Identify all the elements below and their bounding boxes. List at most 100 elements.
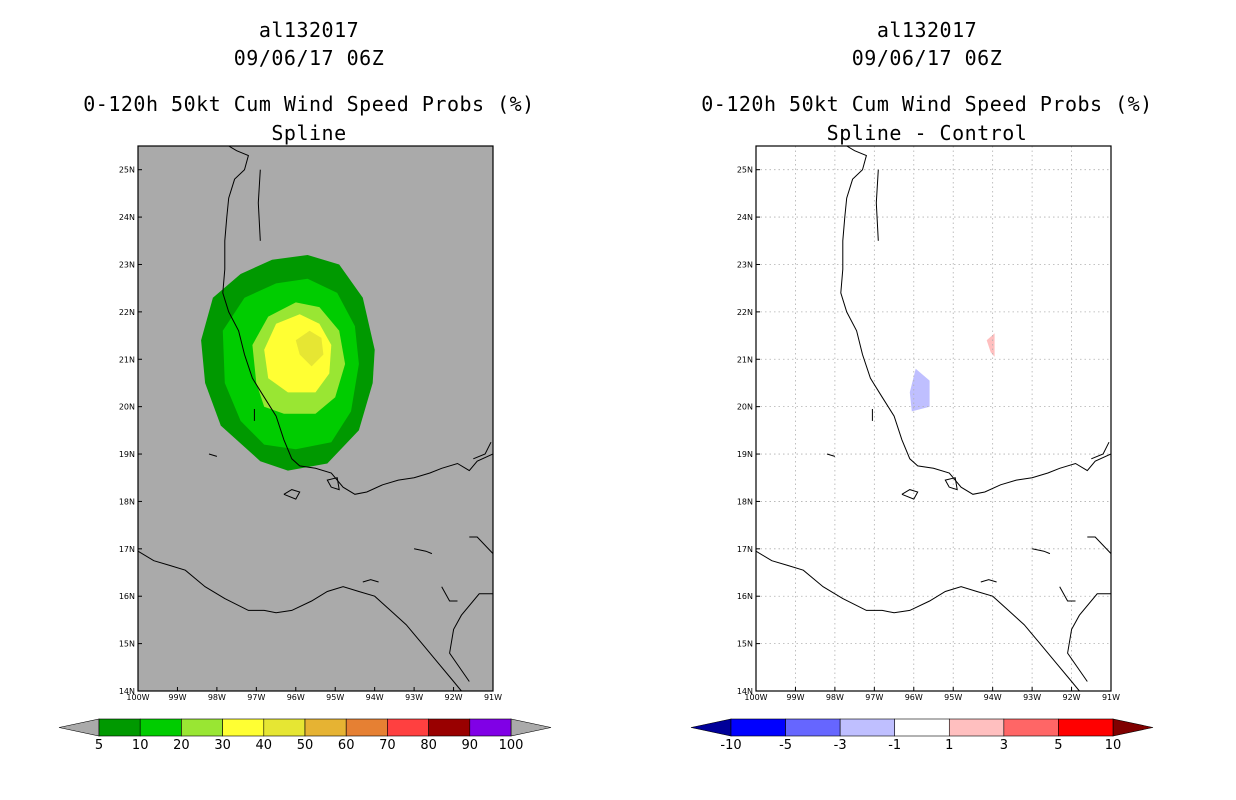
colorbar-swatch	[428, 718, 471, 737]
coastline	[362, 579, 379, 583]
lon-tick-label: 95W	[326, 693, 344, 702]
map-background	[756, 146, 1111, 691]
storm-id: al132017	[258, 18, 360, 42]
colorbar-below-arrow	[58, 718, 100, 737]
panel-spline-minus-control: al132017 09/06/17 06Z 0-120h 50kt Cum Wi…	[618, 0, 1236, 800]
panel-spline: al132017 09/06/17 06Z 0-120h 50kt Cum Wi…	[58, 18, 552, 753]
colorbar-swatch	[894, 718, 950, 737]
lat-tick-label: 24N	[119, 213, 135, 222]
lat-tick-label: 15N	[119, 640, 135, 649]
lon-tick-label: 97W	[247, 693, 265, 702]
colorbar-label: 100	[499, 738, 524, 753]
lon-tick-label: 100W	[744, 693, 767, 702]
lat-tick-label: 21N	[737, 355, 753, 364]
colorbar-label: 10	[132, 738, 149, 753]
colorbar-label: -10	[720, 738, 741, 753]
colorbar-swatch	[839, 718, 896, 737]
lon-tick-label: 94W	[984, 693, 1002, 702]
lon-tick-label: 100W	[126, 693, 149, 702]
lat-tick-label: 22N	[119, 308, 135, 317]
map-frame	[755, 145, 1112, 692]
lat-tick-label: 17N	[119, 545, 135, 554]
colorbar-below-arrow	[690, 718, 732, 737]
colorbar-swatch	[98, 718, 141, 737]
colorbar-label: 5	[1054, 738, 1062, 753]
lon-tick-label: 94W	[366, 693, 384, 702]
lat-tick-label: 22N	[737, 308, 753, 317]
colorbar-label: 70	[379, 738, 396, 753]
lat-tick-label: 19N	[737, 450, 753, 459]
coastline	[875, 169, 879, 241]
colorbar-swatch	[304, 718, 347, 737]
colorbar-label: 40	[256, 738, 273, 753]
lat-tick-label: 18N	[119, 497, 135, 506]
lon-tick-label: 98W	[208, 693, 226, 702]
coastline	[473, 441, 492, 460]
coastline	[756, 550, 1080, 691]
coastline	[222, 146, 493, 495]
lon-tick-label: 91W	[484, 693, 502, 702]
colorbar-label: 50	[297, 738, 314, 753]
colorbar-swatch	[469, 718, 512, 737]
coastline	[208, 453, 218, 457]
colorbar-label: -5	[779, 738, 792, 753]
lon-tick-label: 96W	[905, 693, 923, 702]
panel-subtitle: Spline - Control	[826, 121, 1028, 145]
map-plot-difference: 100W 99W 98W 97W 96W 95W 94W 93W 92W 91W 14N 15N 16N…	[690, 145, 1154, 753]
colorbar-label: 5	[95, 738, 103, 753]
colorbar: -10 -5 -3 -1 1 3 5 10	[690, 718, 1154, 753]
lat-tick-label: 15N	[737, 640, 753, 649]
colorbar-swatch	[785, 718, 841, 737]
colorbar-label: 30	[214, 738, 231, 753]
colorbar-swatch	[222, 718, 265, 737]
colorbar-label: 60	[338, 738, 355, 753]
map-frame	[137, 145, 494, 692]
colorbar-label: 1	[945, 738, 953, 753]
colorbar-swatch	[1058, 718, 1114, 737]
colorbar-swatch	[948, 718, 1005, 737]
lat-tick-label: 20N	[737, 403, 753, 412]
storm-id: al132017	[876, 18, 978, 42]
colorbar-label: -1	[888, 738, 901, 753]
lon-tick-label: 93W	[405, 693, 423, 702]
colorbar-label: 80	[420, 738, 437, 753]
lat-tick-label: 19N	[119, 450, 135, 459]
coastline	[1091, 441, 1110, 460]
colorbar-above-arrow	[510, 718, 552, 737]
forecast-datetime: 09/06/17 06Z	[851, 46, 1003, 70]
colorbar-above-arrow	[1112, 718, 1154, 737]
coastline	[1059, 586, 1076, 602]
lat-tick-label: 21N	[119, 355, 135, 364]
lat-tick-label: 16N	[737, 592, 753, 601]
map-plot-spline: 100W 99W 98W 97W 96W 95W 94W 93W 92W 91W 14N 15N 16N…	[58, 145, 552, 753]
lat-tick-label: 18N	[737, 497, 753, 506]
contour-minus-1	[909, 368, 930, 412]
lon-tick-label: 97W	[865, 693, 883, 702]
lat-tick-label: 24N	[737, 213, 753, 222]
product-title: 0-120h 50kt Cum Wind Speed Probs (%)	[83, 92, 535, 116]
coastline	[901, 489, 919, 500]
coastline	[441, 586, 458, 602]
lat-tick-label: 23N	[737, 260, 753, 269]
colorbar-swatch	[730, 718, 786, 737]
coastline	[326, 477, 340, 491]
lon-tick-label: 92W	[445, 693, 463, 702]
map-layer	[756, 146, 1111, 691]
coastline	[980, 579, 997, 583]
lat-tick-label: 25N	[737, 166, 753, 175]
lon-tick-label: 99W	[786, 693, 804, 702]
lon-tick-label: 91W	[1102, 693, 1120, 702]
lat-tick-label: 20N	[119, 403, 135, 412]
coastline	[1087, 536, 1111, 554]
contour-40	[295, 330, 324, 367]
colorbar-swatch	[263, 718, 306, 737]
lon-tick-label: 93W	[1023, 693, 1041, 702]
map-layer	[138, 146, 493, 691]
lat-tick-label: 25N	[119, 166, 135, 175]
colorbar-swatch	[139, 718, 182, 737]
coastline	[944, 477, 958, 491]
lat-tick-label: 14N	[119, 687, 135, 696]
coastline	[414, 548, 433, 555]
lon-tick-label: 98W	[826, 693, 844, 702]
forecast-datetime: 09/06/17 06Z	[233, 46, 385, 70]
